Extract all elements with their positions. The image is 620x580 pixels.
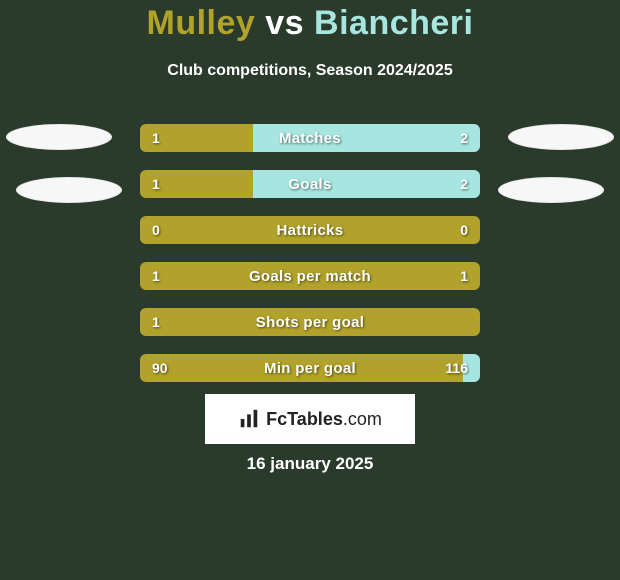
logo-text: FcTables.com [266,409,382,430]
subtitle: Club competitions, Season 2024/2025 [0,62,620,80]
logo-brand: FcTables [266,409,343,429]
bar-val-right: 2 [460,124,468,152]
bar-seg-left [140,216,480,244]
bar-seg-left [140,262,480,290]
comparison-infographic: Mulley vs Biancheri Club competitions, S… [0,0,620,580]
bar-val-left: 1 [152,170,160,198]
bar-seg-right [253,124,480,152]
page-title: Mulley vs Biancheri [0,4,620,43]
bar-row-spg: 1 Shots per goal [140,308,480,336]
source-logo: FcTables.com [205,394,415,444]
date: 16 january 2025 [0,454,620,474]
title-player1: Mulley [147,4,256,42]
bar-val-left: 1 [152,124,160,152]
bar-val-left: 90 [152,354,168,382]
bar-seg-left [140,354,463,382]
bar-row-mpg: 90 116 Min per goal [140,354,480,382]
bar-seg-right [253,170,480,198]
bar-val-right: 116 [445,354,468,382]
bar-val-left: 1 [152,308,160,336]
bar-val-left: 0 [152,216,160,244]
title-vs: vs [265,4,304,42]
bar-val-right: 1 [460,262,468,290]
bar-chart-icon [238,408,260,430]
title-player2: Biancheri [314,4,473,42]
bar-val-left: 1 [152,262,160,290]
logo-tld: .com [343,409,382,429]
bars-container: 1 2 Matches 1 2 Goals 0 0 Hattricks 1 1 … [0,124,620,400]
bar-row-matches: 1 2 Matches [140,124,480,152]
bar-row-hattricks: 0 0 Hattricks [140,216,480,244]
bar-val-right: 0 [460,216,468,244]
bar-row-goals: 1 2 Goals [140,170,480,198]
bar-val-right: 2 [460,170,468,198]
bar-row-gpm: 1 1 Goals per match [140,262,480,290]
bar-seg-left [140,308,480,336]
